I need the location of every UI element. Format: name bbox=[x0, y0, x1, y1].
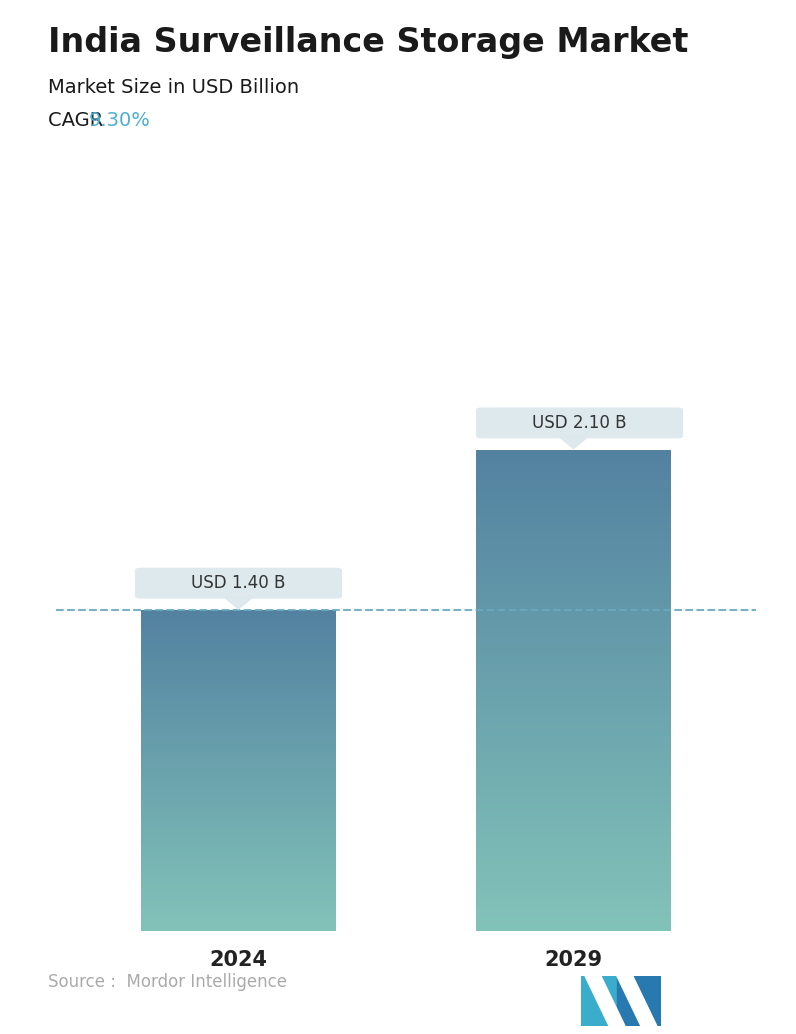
Text: India Surveillance Storage Market: India Surveillance Storage Market bbox=[48, 26, 688, 59]
Polygon shape bbox=[581, 976, 617, 1026]
Text: Source :  Mordor Intelligence: Source : Mordor Intelligence bbox=[48, 973, 287, 991]
Text: USD 1.40 B: USD 1.40 B bbox=[191, 574, 286, 592]
Polygon shape bbox=[617, 976, 661, 1026]
Text: CAGR: CAGR bbox=[48, 111, 109, 129]
FancyBboxPatch shape bbox=[135, 568, 342, 599]
Polygon shape bbox=[558, 436, 589, 449]
Polygon shape bbox=[223, 597, 254, 609]
Polygon shape bbox=[617, 976, 657, 1026]
Text: USD 2.10 B: USD 2.10 B bbox=[533, 414, 626, 432]
Polygon shape bbox=[585, 976, 625, 1026]
Text: 9.30%: 9.30% bbox=[89, 111, 151, 129]
Text: Market Size in USD Billion: Market Size in USD Billion bbox=[48, 78, 298, 96]
FancyBboxPatch shape bbox=[476, 407, 683, 438]
